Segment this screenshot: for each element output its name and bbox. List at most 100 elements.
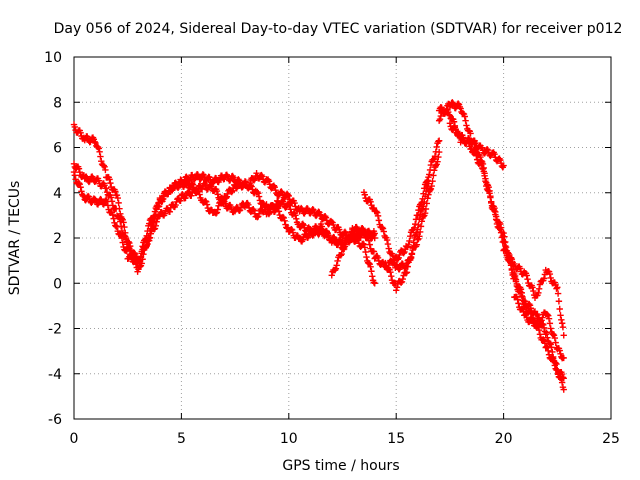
data-point — [550, 358, 558, 365]
data-point — [461, 113, 468, 120]
data-point — [107, 194, 115, 201]
data-point — [115, 213, 122, 221]
data-point — [212, 210, 220, 217]
data-point — [549, 331, 557, 338]
data-point — [435, 148, 443, 156]
y-tick-label: 4 — [53, 186, 62, 202]
data-point — [255, 210, 263, 218]
data-point — [405, 241, 412, 249]
data-point — [91, 138, 98, 145]
data-point — [385, 245, 392, 252]
data-point — [559, 323, 567, 331]
y-tick-label: -4 — [48, 367, 62, 383]
data-point — [152, 222, 159, 229]
data-point — [371, 280, 378, 287]
data-point — [520, 308, 527, 315]
data-point — [333, 262, 340, 269]
data-point — [560, 386, 567, 393]
data-point — [492, 211, 499, 218]
data-point — [558, 379, 566, 386]
data-point — [560, 354, 567, 362]
data-point — [430, 172, 437, 179]
data-point — [263, 201, 270, 208]
tick-labels: 0 5 10 15 20 25 -6 -4 -2 0 2 4 6 8 10 — [44, 50, 620, 447]
data-point — [497, 156, 504, 164]
data-point — [551, 334, 559, 342]
data-point — [518, 292, 525, 300]
y-tick-label: -2 — [48, 322, 62, 338]
data-point — [153, 218, 160, 225]
data-point — [255, 190, 262, 197]
data-point — [281, 217, 288, 225]
data-point — [496, 224, 503, 232]
data-point — [421, 198, 428, 206]
data-point — [522, 304, 530, 312]
data-point — [442, 108, 449, 116]
data-point — [411, 224, 418, 232]
data-point — [118, 234, 126, 242]
data-point — [441, 110, 449, 117]
data-point — [289, 229, 297, 236]
data-points — [70, 99, 567, 393]
data-point — [361, 191, 369, 198]
data-point — [540, 336, 547, 343]
data-point — [472, 149, 479, 156]
data-point — [432, 162, 440, 169]
data-point — [72, 176, 79, 183]
data-point — [427, 185, 435, 193]
data-point — [221, 200, 229, 207]
data-point — [437, 112, 445, 120]
data-point — [145, 237, 153, 244]
data-point — [559, 374, 567, 381]
data-point — [420, 213, 427, 220]
data-point — [431, 167, 438, 174]
data-point — [512, 278, 520, 285]
data-point — [337, 252, 345, 259]
data-point — [546, 270, 554, 278]
data-point — [450, 118, 458, 125]
data-point — [544, 344, 551, 351]
data-point — [540, 275, 548, 282]
data-point — [250, 207, 258, 214]
data-point — [407, 233, 414, 240]
data-point — [402, 269, 410, 277]
data-point — [228, 188, 235, 196]
data-point — [515, 300, 522, 307]
data-point — [407, 253, 415, 261]
data-point — [416, 211, 424, 218]
data-point — [117, 231, 124, 238]
data-point — [275, 208, 283, 215]
data-point — [536, 331, 544, 338]
data-point — [254, 213, 261, 221]
data-point — [454, 100, 462, 107]
data-point — [552, 339, 559, 346]
data-point — [546, 320, 554, 327]
data-point — [369, 273, 376, 280]
data-point — [501, 239, 508, 246]
data-point — [104, 202, 112, 209]
data-point — [473, 156, 481, 163]
data-point — [557, 350, 564, 358]
data-point — [274, 205, 282, 212]
data-point — [146, 234, 154, 241]
data-point — [77, 129, 84, 137]
data-point — [511, 260, 518, 268]
data-point — [375, 217, 383, 224]
data-point — [555, 298, 563, 305]
data-point — [471, 140, 478, 148]
data-point — [533, 310, 540, 318]
data-point — [409, 244, 416, 252]
data-point — [103, 184, 110, 192]
data-point — [463, 122, 470, 129]
data-point — [416, 233, 423, 240]
data-point — [242, 178, 250, 186]
data-point — [421, 210, 429, 217]
data-point — [342, 239, 350, 246]
data-point — [183, 178, 190, 186]
data-point — [373, 209, 381, 216]
data-point — [362, 248, 369, 256]
data-point — [498, 234, 506, 241]
data-point — [503, 250, 511, 258]
data-point — [284, 191, 292, 199]
data-point — [395, 254, 402, 262]
